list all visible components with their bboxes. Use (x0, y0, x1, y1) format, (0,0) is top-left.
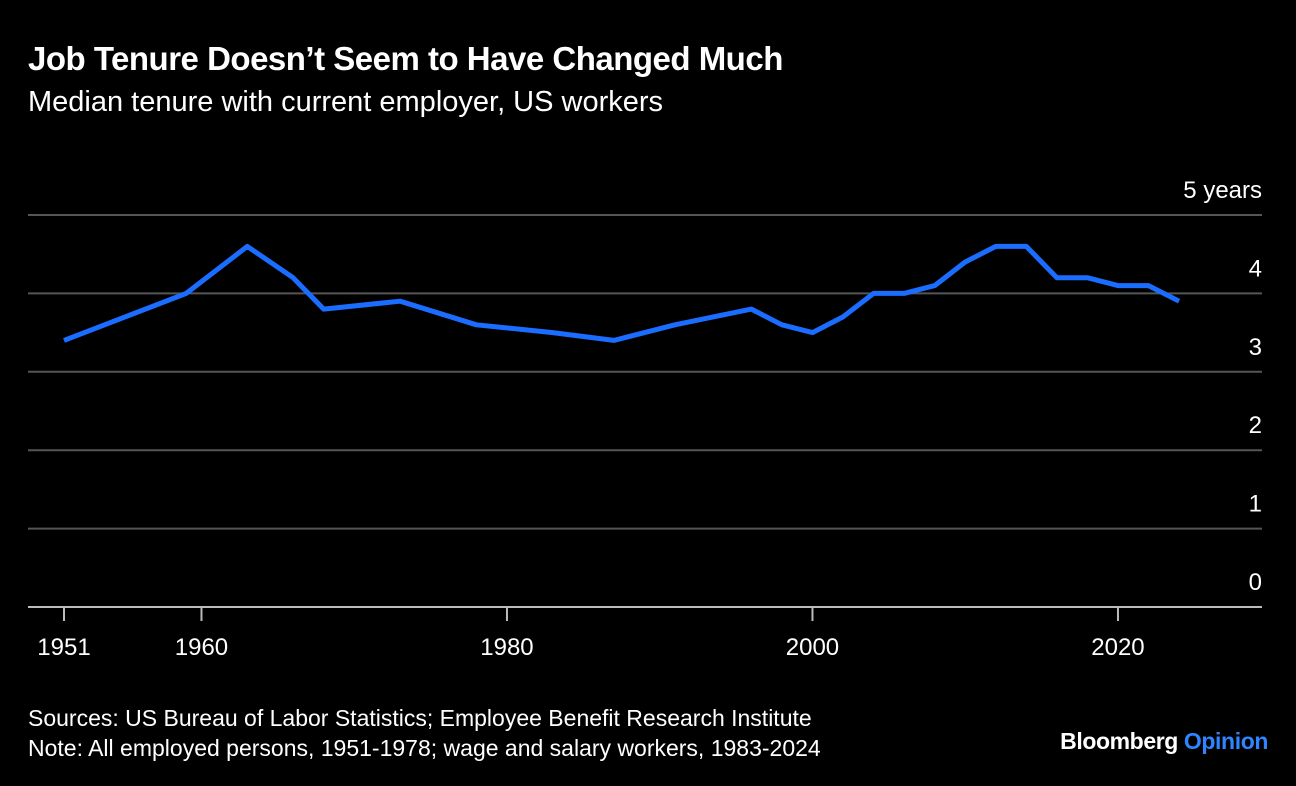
x-axis: 1951 1960 1980 2000 2020 (37, 607, 1145, 661)
y-axis-labels: 5 years 4 3 2 1 0 (1183, 177, 1262, 596)
y-tick-label: 0 (1249, 569, 1262, 596)
y-tick-label: 1 (1249, 491, 1262, 518)
brand-name: Bloomberg (1060, 728, 1178, 754)
y-tick-label: 4 (1249, 255, 1262, 282)
x-tick-label: 1960 (175, 634, 228, 661)
gridlines (28, 214, 1262, 608)
sources-text: Sources: US Bureau of Labor Statistics; … (28, 705, 812, 731)
chart-title: Job Tenure Doesn’t Seem to Have Changed … (28, 40, 783, 77)
x-tick-label: 1980 (480, 634, 533, 661)
brand-suffix: Opinion (1183, 728, 1268, 754)
bloomberg-opinion-logo: Bloomberg Opinion (1060, 728, 1268, 755)
note-text: Note: All employed persons, 1951-1978; w… (28, 735, 821, 761)
chart-subtitle: Median tenure with current employer, US … (28, 86, 664, 118)
y-tick-label: 2 (1249, 412, 1262, 439)
x-tick-label: 2000 (786, 634, 839, 661)
x-tick-label: 2020 (1091, 634, 1144, 661)
footer-notes: Sources: US Bureau of Labor Statistics; … (28, 703, 821, 763)
series-line-layer (63, 243, 1181, 343)
x-tick-label: 1951 (37, 634, 90, 661)
y-tick-label: 3 (1249, 334, 1262, 361)
series-line (63, 243, 1181, 343)
y-tick-label: 5 years (1183, 177, 1262, 204)
